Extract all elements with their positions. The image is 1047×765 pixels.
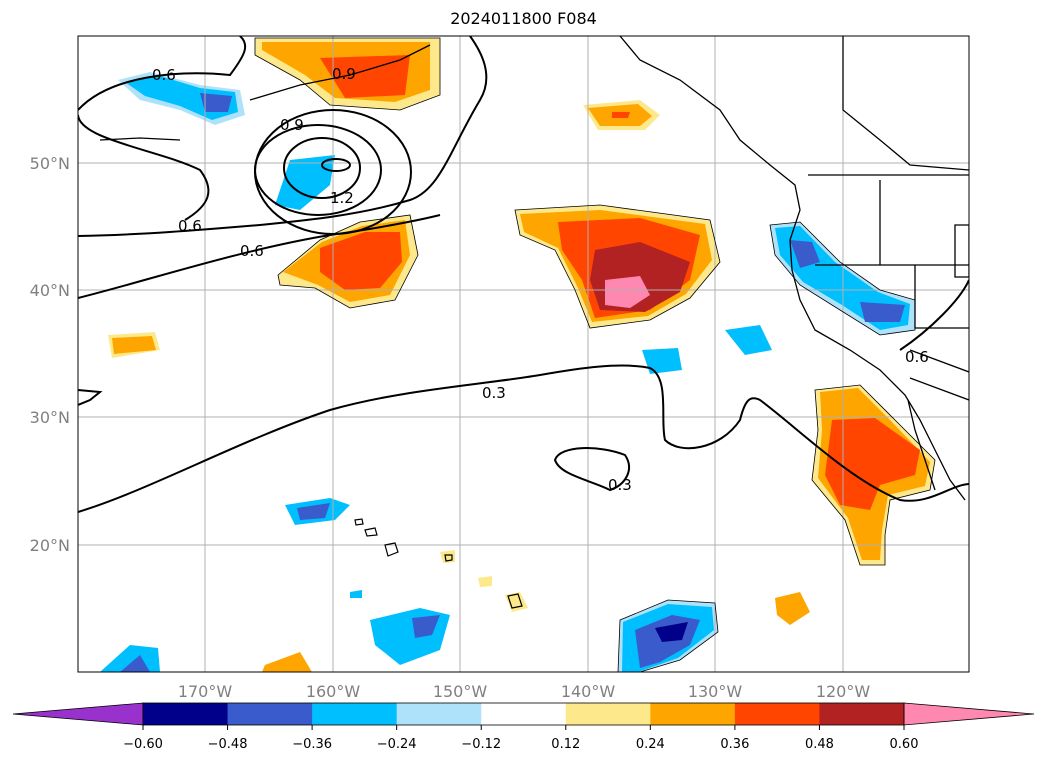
contour-label-8: 0.3 <box>608 476 632 494</box>
colorbar-segment <box>734 703 820 725</box>
contour-label-6: 0.6 <box>240 242 264 260</box>
contour-label-5: 0.6 <box>178 217 202 235</box>
colorbar-tick-label: −0.24 <box>377 737 417 752</box>
colorbar-segment <box>481 703 567 725</box>
lon-tick-120w: 120°W <box>816 682 871 701</box>
colorbar: −0.60 −0.48 −0.36 −0.24 −0.12 0.12 0.24 0.36 0.4… <box>12 702 1035 752</box>
colorbar-tick-label: −0.60 <box>123 737 163 752</box>
anomaly-fills <box>100 38 935 672</box>
colorbar-tick-label: 0.24 <box>636 737 665 752</box>
lon-tick-160w: 160°W <box>306 682 361 701</box>
colorbar-segment <box>227 703 313 725</box>
contour-label-7: 0.3 <box>482 384 506 402</box>
colorbar-segment <box>650 703 736 725</box>
lon-tick-130w: 130°W <box>688 682 743 701</box>
colorbar-segment <box>819 703 905 725</box>
colorbar-segment <box>312 703 398 725</box>
lon-tick-170w: 170°W <box>178 682 233 701</box>
map-title: 2024011800 F084 <box>450 9 597 28</box>
lon-tick-140w: 140°W <box>561 682 616 701</box>
lat-tick-30n: 30°N <box>30 408 70 427</box>
anomaly-edges <box>254 37 936 672</box>
colorbar-frame <box>142 702 905 726</box>
graticule <box>78 36 969 672</box>
colorbar-tick-label: −0.36 <box>292 737 332 752</box>
lon-tick-labels: 170°W 160°W 150°W 140°W 130°W 120°W <box>178 682 871 701</box>
lat-tick-20n: 20°N <box>30 536 70 555</box>
colorbar-extend-high <box>903 702 1035 726</box>
contour-label-2: 0.9 <box>332 65 356 83</box>
colorbar-tick-label: 0.60 <box>890 737 919 752</box>
colorbar-tick-label: 0.36 <box>720 737 749 752</box>
colorbar-tick-label: −0.48 <box>208 737 248 752</box>
colorbar-segment <box>396 703 482 725</box>
colorbar-tick-label: −0.12 <box>461 737 501 752</box>
lat-tick-40n: 40°N <box>30 281 70 300</box>
colorbar-tick-label: 0.12 <box>551 737 580 752</box>
contour-label-4: 1.2 <box>330 189 354 207</box>
islands <box>354 518 523 609</box>
contour-labels: 0.6 0.9 0.9 1.2 0.6 0.6 0.3 0.3 0.6 <box>152 65 929 494</box>
height-contours <box>78 36 969 513</box>
colorbar-segment <box>565 703 651 725</box>
contour-label-3: 0.9 <box>280 116 304 134</box>
lat-tick-50n: 50°N <box>30 154 70 173</box>
lon-tick-150w: 150°W <box>433 682 488 701</box>
map-frame <box>77 35 970 673</box>
map-panel <box>78 36 969 672</box>
colorbar-segment <box>143 703 229 725</box>
colorbar-extend-low <box>12 702 144 726</box>
contour-label-1: 0.6 <box>152 66 176 84</box>
colorbar-tick-label: 0.48 <box>805 737 834 752</box>
lat-tick-labels: 50°N 40°N 30°N 20°N <box>30 154 70 555</box>
coastline <box>99 36 969 501</box>
contour-label-9: 0.6 <box>905 348 929 366</box>
